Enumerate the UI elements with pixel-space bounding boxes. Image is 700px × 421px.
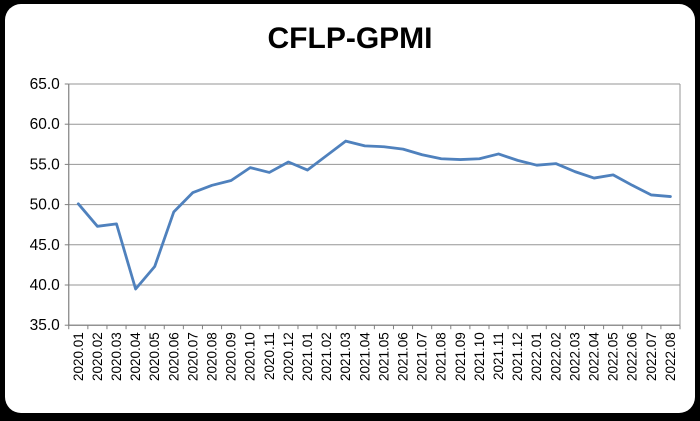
x-axis-label: 2021.07 (415, 332, 430, 381)
x-axis-label: 2022.08 (663, 332, 678, 381)
chart-title: CFLP-GPMI (267, 22, 433, 55)
x-axis-label: 2020.05 (147, 332, 162, 381)
y-axis-label: 55.0 (30, 156, 61, 173)
y-axis-label: 50.0 (30, 197, 61, 214)
chart-card (5, 4, 695, 413)
x-axis-label: 2021.11 (491, 332, 506, 380)
x-axis-label: 2022.06 (625, 332, 640, 381)
x-axis-label: 2022.02 (548, 332, 563, 381)
x-axis-label: 2020.03 (109, 332, 124, 381)
x-axis-label: 2020.10 (243, 332, 258, 381)
x-axis-label: 2020.08 (205, 332, 220, 381)
x-axis-label: 2020.06 (166, 332, 181, 381)
y-axis-label: 35.0 (30, 317, 61, 334)
x-axis-label: 2021.09 (453, 332, 468, 381)
x-axis-label: 2022.03 (567, 332, 582, 381)
x-axis-label: 2022.07 (644, 332, 659, 381)
y-axis-label: 60.0 (30, 116, 61, 133)
x-axis-label: 2020.07 (185, 332, 200, 381)
x-axis-label: 2020.02 (90, 332, 105, 381)
x-axis-label: 2021.05 (376, 332, 391, 381)
x-axis-label: 2021.08 (434, 332, 449, 381)
y-axis-label: 45.0 (30, 237, 61, 254)
x-axis-label: 2021.01 (300, 332, 315, 381)
x-axis-label: 2021.06 (396, 332, 411, 381)
x-axis-label: 2022.01 (529, 332, 544, 381)
x-axis-label: 2020.09 (224, 332, 239, 381)
x-axis-label: 2022.05 (606, 332, 621, 381)
x-axis-label: 2021.04 (357, 332, 372, 381)
x-axis-label: 2020.04 (128, 332, 143, 381)
x-axis-label: 2020.12 (281, 332, 296, 381)
x-axis-label: 2020.11 (262, 332, 277, 380)
x-axis-label: 2021.02 (319, 332, 334, 381)
x-axis-label: 2021.03 (338, 332, 353, 381)
y-axis-label: 65.0 (30, 76, 61, 93)
x-axis-label: 2020.01 (71, 332, 86, 381)
pmi-data-line (76, 139, 672, 291)
y-axis-label: 40.0 (30, 277, 61, 294)
x-axis-label: 2022.04 (587, 332, 602, 381)
x-axis-label: 2021.10 (472, 332, 487, 381)
x-axis-label: 2021.12 (510, 332, 525, 381)
